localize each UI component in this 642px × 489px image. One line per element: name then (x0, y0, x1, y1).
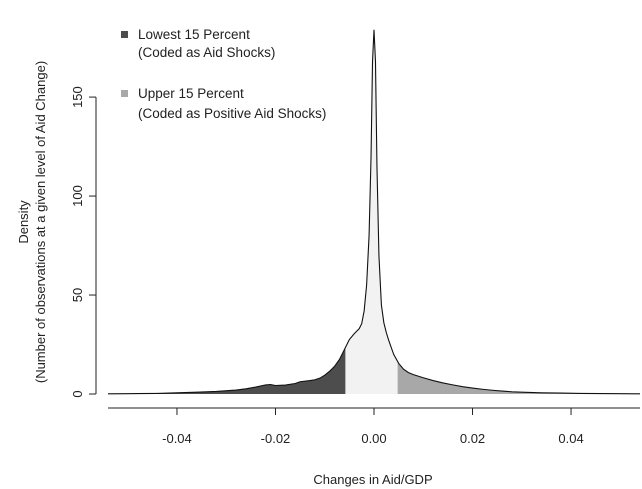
middle-area (345, 29, 398, 395)
legend-upper-line1: Upper 15 Percent (138, 86, 244, 101)
x-tick-label: 0.00 (361, 431, 386, 446)
y-tick-label: 150 (70, 86, 85, 108)
x-tick-label: 0.02 (460, 431, 485, 446)
density-curve (107, 29, 641, 395)
tick-labels: -0.04 -0.02 0.00 0.02 0.04 0 50 100 150 (70, 86, 584, 446)
x-tick-label: -0.02 (261, 431, 291, 446)
axes (89, 96, 640, 415)
legend: Lowest 15 Percent (Coded as Aid Shocks) … (121, 27, 326, 121)
density-areas (107, 29, 641, 395)
y-tick-label: 50 (70, 288, 85, 302)
legend-upper-line2: (Coded as Positive Aid Shocks) (138, 106, 326, 121)
upper-15-area (397, 361, 640, 394)
x-tick-label: -0.04 (162, 431, 192, 446)
x-tick-label: 0.04 (558, 431, 583, 446)
legend-lower-line1: Lowest 15 Percent (138, 27, 250, 42)
legend-swatch-lower (121, 31, 128, 38)
y-tick-label: 0 (70, 390, 85, 397)
lower-15-area (108, 347, 346, 394)
y-axis-title-line2: (Number of observations at a given level… (33, 61, 48, 383)
x-axis-title: Changes in Aid/GDP (313, 472, 432, 487)
y-axis-title-line1: Density (16, 200, 31, 244)
y-tick-label: 100 (70, 185, 85, 207)
legend-swatch-upper (121, 90, 128, 97)
legend-lower-line2: (Coded as Aid Shocks) (138, 45, 275, 60)
